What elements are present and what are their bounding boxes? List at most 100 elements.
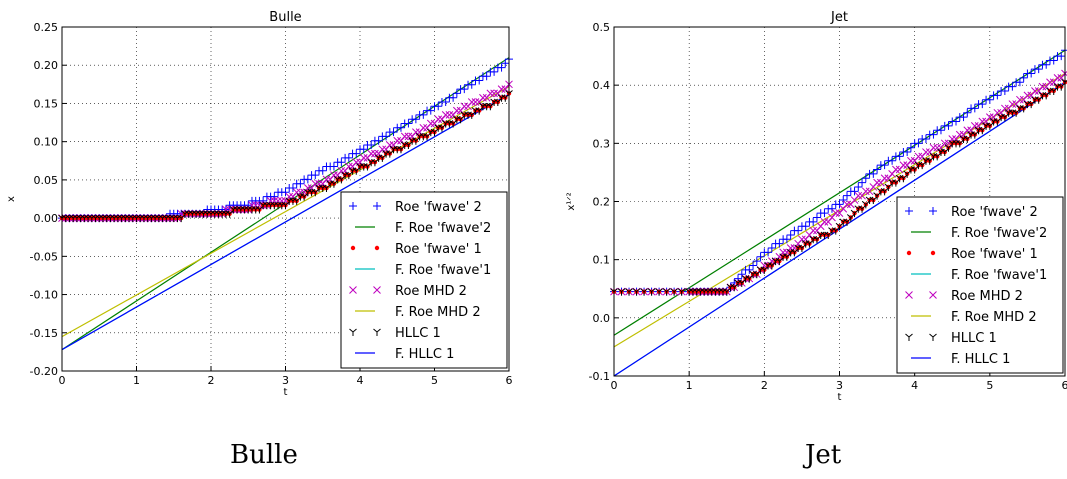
- data-point: [438, 124, 446, 132]
- legend-entry: HLLC 1: [349, 326, 441, 341]
- data-point: [632, 288, 641, 296]
- data-point: [910, 166, 919, 174]
- data-point: [1031, 87, 1039, 95]
- data-point: [371, 158, 379, 167]
- data-point: [303, 175, 312, 184]
- data-point: [963, 126, 972, 135]
- data-point: [475, 107, 484, 115]
- data-point: [337, 166, 346, 175]
- legend-entry: F. Roe MHD 2: [355, 305, 481, 320]
- data-point: [798, 244, 806, 253]
- legend-label: Roe 'fwave' 1: [395, 242, 482, 257]
- data-point: [993, 118, 1002, 126]
- data-point: [895, 152, 904, 161]
- data-point: [1023, 91, 1032, 100]
- y-tick-label: 0.00: [34, 212, 59, 225]
- data-point: [809, 217, 818, 226]
- data-point: [371, 149, 379, 158]
- data-point: [798, 235, 806, 244]
- y-axis-label: x¹ᐟ²: [566, 192, 577, 210]
- data-point: [363, 163, 372, 171]
- data-point: [441, 98, 450, 107]
- data-point: [786, 230, 795, 239]
- data-point: [993, 108, 1002, 117]
- data-point: [805, 240, 814, 248]
- data-point: [801, 222, 810, 231]
- legend-swatch: [374, 245, 380, 251]
- legend-entry: Roe MHD 2: [905, 289, 1023, 304]
- data-point: [824, 231, 833, 239]
- data-point: [393, 136, 402, 145]
- legend-label: F. HLLC 1: [951, 352, 1010, 367]
- data-point: [467, 111, 476, 119]
- data-point: [460, 85, 469, 94]
- data-point: [1038, 82, 1047, 91]
- data-point: [850, 209, 859, 218]
- data-point: [813, 235, 821, 244]
- data-point: [1042, 60, 1051, 69]
- data-point: [820, 209, 829, 218]
- data-point: [843, 218, 851, 226]
- data-point: [1053, 74, 1062, 82]
- data-point: [906, 143, 915, 152]
- legend-swatch: [373, 286, 381, 294]
- data-point: [888, 156, 897, 165]
- data-point: [311, 171, 320, 180]
- data-point: [1061, 46, 1067, 55]
- data-point: [925, 157, 934, 165]
- x-tick-label: 0: [611, 379, 618, 392]
- legend-label: Roe 'fwave' 2: [395, 200, 482, 215]
- y-tick-label: 0.0: [593, 312, 611, 325]
- data-point: [873, 192, 881, 200]
- data-point: [1000, 86, 1009, 95]
- data-point: [764, 248, 773, 257]
- data-point: [378, 154, 387, 162]
- y-axis-label: x: [6, 196, 17, 202]
- data-point: [861, 201, 870, 209]
- data-point: [782, 235, 791, 244]
- series-plus: [58, 55, 513, 223]
- data-point: [970, 104, 979, 113]
- series-tri: [610, 78, 1067, 296]
- legend-swatch: [906, 250, 912, 256]
- data-point: [880, 174, 889, 183]
- data-point: [963, 135, 972, 143]
- data-point: [783, 253, 791, 261]
- legend-label: HLLC 1: [395, 326, 441, 341]
- data-point: [471, 98, 480, 106]
- data-point: [296, 179, 305, 188]
- data-point: [412, 128, 420, 136]
- x-tick-label: 1: [133, 374, 140, 387]
- data-point: [482, 72, 491, 81]
- fit-line: [61, 93, 510, 351]
- data-point: [737, 279, 746, 287]
- data-point: [359, 145, 368, 154]
- caption-right: Jet: [805, 440, 842, 470]
- data-point: [1001, 113, 1009, 122]
- data-point: [752, 270, 761, 279]
- data-point: [843, 191, 852, 200]
- data-point: [1042, 91, 1051, 100]
- data-point: [944, 144, 953, 152]
- legend-label: HLLC 1: [951, 331, 997, 346]
- data-point: [445, 111, 454, 119]
- data-point: [456, 115, 465, 124]
- data-point: [497, 63, 506, 72]
- legend-swatch: [349, 286, 357, 294]
- legend-entry: F. HLLC 1: [355, 347, 454, 362]
- legend-label: F. Roe 'fwave'2: [951, 226, 1047, 241]
- data-point: [831, 209, 840, 217]
- data-point: [929, 130, 938, 139]
- data-point: [426, 119, 435, 128]
- data-point: [933, 143, 942, 152]
- data-point: [281, 188, 290, 197]
- data-point: [426, 106, 435, 115]
- data-point: [918, 161, 927, 170]
- data-point: [952, 117, 961, 126]
- data-point: [959, 113, 968, 122]
- chart-1: 0 1 2 3 4 5 6 -0.1 0.0 0.1 0.2 0.3 0.4 0.5 Jet t x¹ᐟ² Roe…: [566, 10, 1067, 403]
- y-tick-label: 0.25: [34, 21, 59, 34]
- data-point: [640, 288, 648, 296]
- y-tick-label: 0.5: [593, 21, 611, 34]
- data-point: [760, 266, 769, 274]
